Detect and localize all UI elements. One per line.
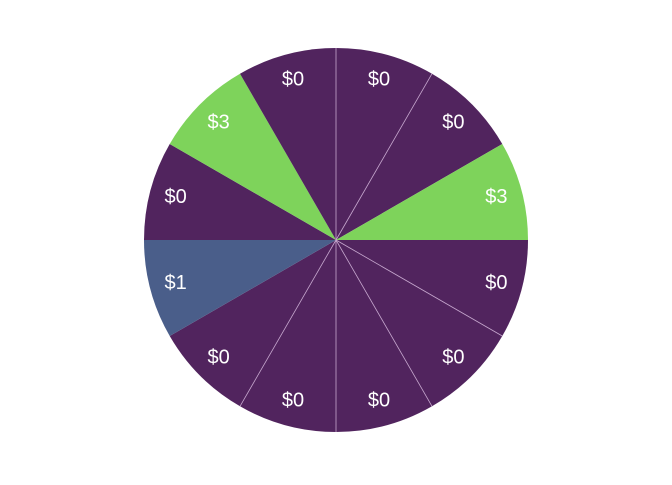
wheel-segment-11 <box>169 73 336 240</box>
wheel-segment-9 <box>144 240 336 336</box>
wheel-segment-5 <box>336 240 503 407</box>
wheel-segment-label-9: $1 <box>165 272 187 294</box>
wheel-segment-10 <box>144 144 336 240</box>
wheel-segment-1 <box>336 48 432 240</box>
wheel-segment-label-6: $0 <box>368 389 390 411</box>
wheel-segment-label-2: $0 <box>442 112 464 134</box>
wheel-segment-label-12: $0 <box>282 69 304 91</box>
wheel-segment-label-8: $0 <box>207 346 229 368</box>
wheel-divider-6 <box>335 239 433 407</box>
wheel-segment-label-4: $0 <box>485 272 507 294</box>
wheel-divider-5 <box>335 239 503 337</box>
wheel-segment-label-11: $3 <box>207 112 229 134</box>
wheel-segment-label-1: $0 <box>368 69 390 91</box>
wheel-divider-8 <box>239 239 337 407</box>
wheel-segment-6 <box>336 240 432 432</box>
wheel-divider-2 <box>335 73 433 241</box>
wheel-segment-12 <box>240 48 336 240</box>
wheel-segment-4 <box>336 240 528 336</box>
wheel-segment-7 <box>240 240 336 432</box>
wheel-segment-label-3: $3 <box>485 186 507 208</box>
wheel-dividers <box>239 48 503 432</box>
wheel-segments <box>144 48 528 432</box>
wheel-segment-label-7: $0 <box>282 389 304 411</box>
wheel-labels: $0 $0 $3 $0 $0 $0 $0 $0 $1 $0 $3 $0 <box>165 69 508 412</box>
wheel-segment-label-10: $0 <box>165 186 187 208</box>
wheel-segment-label-5: $0 <box>442 346 464 368</box>
wheel-segment-3 <box>336 144 528 240</box>
wheel-segment-8 <box>169 240 336 407</box>
wheel-segment-2 <box>336 73 503 240</box>
